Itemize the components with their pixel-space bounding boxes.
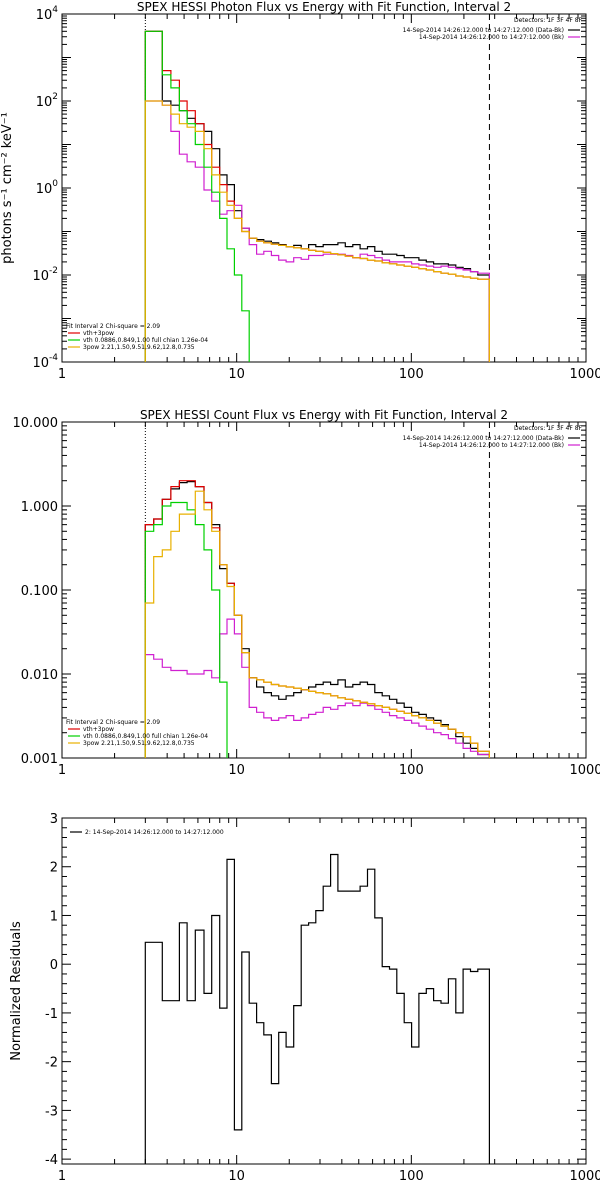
- y-tick-label: -3: [45, 1104, 58, 1119]
- series-3pow: [144, 100, 490, 362]
- plot-frame: [61, 817, 587, 1165]
- y-tick-label: 10-2: [32, 266, 58, 284]
- fit-legend-label: vth+3pow: [83, 726, 114, 733]
- y-tick-label: -2: [45, 1056, 58, 1071]
- x-tick-label: 10: [228, 367, 245, 382]
- legend-header: Detectors: 1F 3F 4F 8F: [514, 17, 583, 24]
- fit-legend-label: 3pow 2.21,1.50,9.51,9.62,12.8,0.735: [83, 740, 195, 747]
- y-tick-label: -1: [45, 1007, 58, 1022]
- series-group: [144, 480, 490, 758]
- chart-title: SPEX HESSI Count Flux vs Energy with Fit…: [140, 408, 508, 422]
- x-tick-label: 1000: [569, 763, 600, 778]
- y-axis-label: Normalized Residuals: [9, 921, 24, 1061]
- x-tick-label: 1000: [569, 367, 600, 382]
- y-tick-label: 102: [36, 92, 58, 110]
- y-tick-label: 0.100: [21, 584, 58, 599]
- y-axis: 3 2 1 0 -1 -2 -3 -4: [45, 812, 586, 1168]
- series-vth-3pow: [144, 30, 490, 362]
- series-vth: [144, 501, 228, 758]
- y-tick-label: 100: [36, 179, 59, 197]
- y-tick-label: 1: [50, 909, 58, 924]
- fit-legend-label: vth 0.0886,0.849,1.00 full chian 1.26e-0…: [83, 337, 208, 344]
- y-axis: 104 102 100 10-2 10-4: [32, 5, 586, 371]
- x-axis: 1 10 100 1000: [58, 422, 600, 778]
- x-axis: 1 10 100 1000: [58, 818, 600, 1184]
- x-tick-label: 1: [58, 367, 66, 382]
- fit-legend-label: vth 0.0886,0.849,1.00 full chian 1.26e-0…: [83, 733, 208, 740]
- photon-flux-panel: SPEX HESSI Photon Flux vs Energy with Fi…: [0, 0, 600, 382]
- fit-legend: Fit Interval 2 Chi-square = 2.09vth+3pow…: [66, 323, 208, 351]
- fit-legend-label: vth+3pow: [83, 330, 114, 337]
- legend-label: 2: 14-Sep-2014 14:26:12.000 to 14:27:12.…: [85, 829, 224, 836]
- legend-label: 14-Sep-2014 14:26:12.000 to 14:27:12.000…: [419, 442, 564, 449]
- series-vth: [144, 30, 250, 362]
- fit-legend: Fit Interval 2 Chi-square = 2.09vth+3pow…: [66, 719, 208, 747]
- x-tick-label: 1000: [569, 1169, 600, 1184]
- x-tick-label: 10: [228, 1169, 245, 1184]
- legend-label: 14-Sep-2014 14:26:12.000 to 14:27:12.000…: [403, 27, 564, 34]
- plot-frame: [61, 13, 587, 363]
- series-3pow: [144, 490, 490, 758]
- legend: 2: 14-Sep-2014 14:26:12.000 to 14:27:12.…: [70, 829, 224, 836]
- y-tick-label: 10-4: [32, 353, 58, 371]
- x-tick-label: 1: [58, 1169, 66, 1184]
- y-tick-label: 1.000: [21, 500, 58, 515]
- series-group: [144, 30, 490, 362]
- chart-title: SPEX HESSI Photon Flux vs Energy with Fi…: [137, 0, 511, 14]
- x-tick-label: 100: [399, 1169, 424, 1184]
- y-tick-label: 0.010: [21, 668, 58, 683]
- y-axis-label: photons s⁻¹ cm⁻² keV⁻¹: [0, 112, 15, 264]
- fit-legend-title: Fit Interval 2 Chi-square = 2.09: [66, 719, 160, 726]
- legend-header: Detectors: 1F 3F 4F 8F: [514, 425, 583, 432]
- fit-legend-label: 3pow 2.21,1.50,9.51,9.62,12.8,0.735: [83, 344, 195, 351]
- x-axis: 1 10 100 1000: [58, 14, 600, 382]
- y-tick-label: 0.001: [21, 752, 58, 767]
- y-tick-label: 104: [36, 5, 59, 23]
- series-residuals: [144, 853, 490, 1164]
- y-axis: 10.000 1.000 0.100 0.010 0.001: [13, 416, 586, 767]
- legend: Detectors: 1F 3F 4F 8F 14-Sep-2014 14:26:…: [403, 425, 583, 449]
- legend: Detectors: 1F 3F 4F 8F 14-Sep-2014 14:26:…: [403, 17, 583, 41]
- series-data-bk: [144, 30, 490, 362]
- fit-legend-title: Fit Interval 2 Chi-square = 2.09: [66, 323, 160, 330]
- x-tick-label: 100: [399, 367, 424, 382]
- series-vth-3pow: [144, 480, 490, 758]
- y-tick-label: 10.000: [13, 416, 59, 431]
- y-tick-label: 3: [50, 812, 58, 827]
- count-flux-panel: SPEX HESSI Count Flux vs Energy with Fit…: [13, 408, 600, 778]
- y-tick-label: -4: [45, 1153, 58, 1168]
- x-tick-label: 10: [228, 763, 245, 778]
- series-bk: [144, 618, 490, 758]
- x-tick-label: 1: [58, 763, 66, 778]
- series-bk: [144, 100, 490, 362]
- legend-label: 14-Sep-2014 14:26:12.000 to 14:27:12.000…: [419, 34, 564, 41]
- y-tick-label: 0: [50, 958, 58, 973]
- y-tick-label: 2: [50, 861, 58, 876]
- legend-label: 14-Sep-2014 14:26:12.000 to 14:27:12.000…: [403, 435, 564, 442]
- series-group: [144, 853, 490, 1164]
- x-tick-label: 100: [399, 763, 424, 778]
